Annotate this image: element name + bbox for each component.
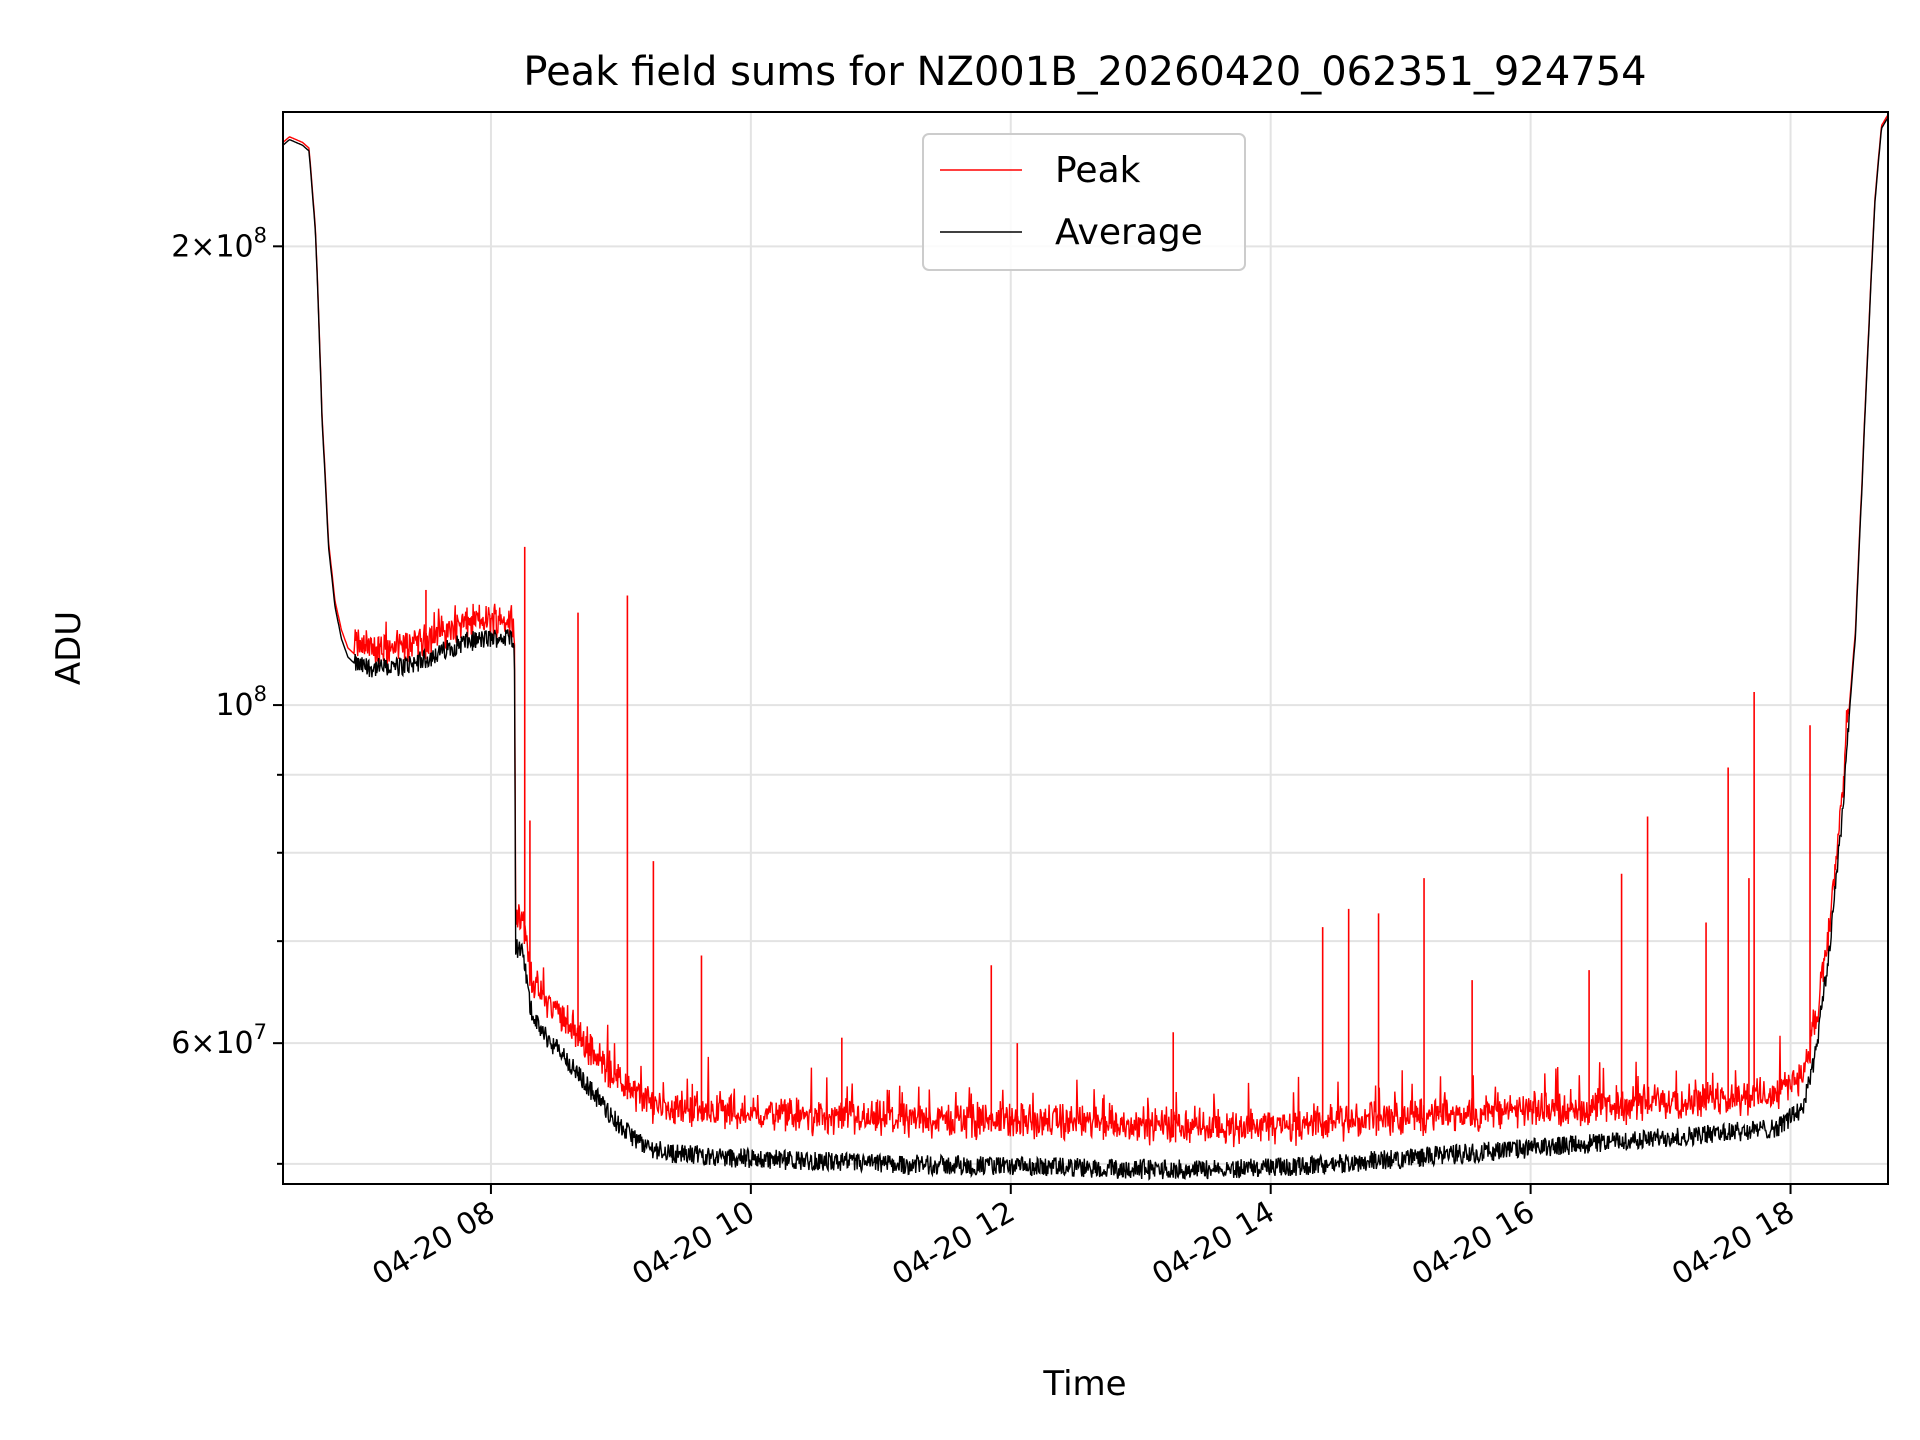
y-tick-label: 6×107 xyxy=(171,1020,267,1061)
series-line-average xyxy=(282,117,1889,1181)
x-axis-label: Time xyxy=(1042,1364,1126,1404)
y-tick-mantissa: 6 xyxy=(171,1026,190,1061)
series-line-peak xyxy=(282,114,1889,1148)
y-tick-mantissa: 2 xyxy=(171,229,190,264)
y-tick-label: 2×108 xyxy=(171,223,267,264)
series-layer xyxy=(282,114,1889,1181)
y-tick-label: 108 xyxy=(215,682,267,723)
legend-peak-label: Peak xyxy=(1055,150,1141,191)
legend-box xyxy=(922,133,1246,271)
peak-spikes xyxy=(425,546,1811,1138)
y-tick-exponent: 8 xyxy=(254,223,267,247)
legend: Peak Average xyxy=(922,133,1246,271)
y-axis-label: ADU xyxy=(49,611,89,685)
plot-area-frame xyxy=(282,111,1889,1185)
y-tick-exponent: 8 xyxy=(254,682,267,706)
chart-title: Peak field sums for NZ001B_20260420_0623… xyxy=(523,49,1646,95)
y-tick-exponent: 7 xyxy=(254,1020,267,1044)
legend-average-label: Average xyxy=(1055,212,1203,253)
grid-layer xyxy=(283,112,1888,1184)
